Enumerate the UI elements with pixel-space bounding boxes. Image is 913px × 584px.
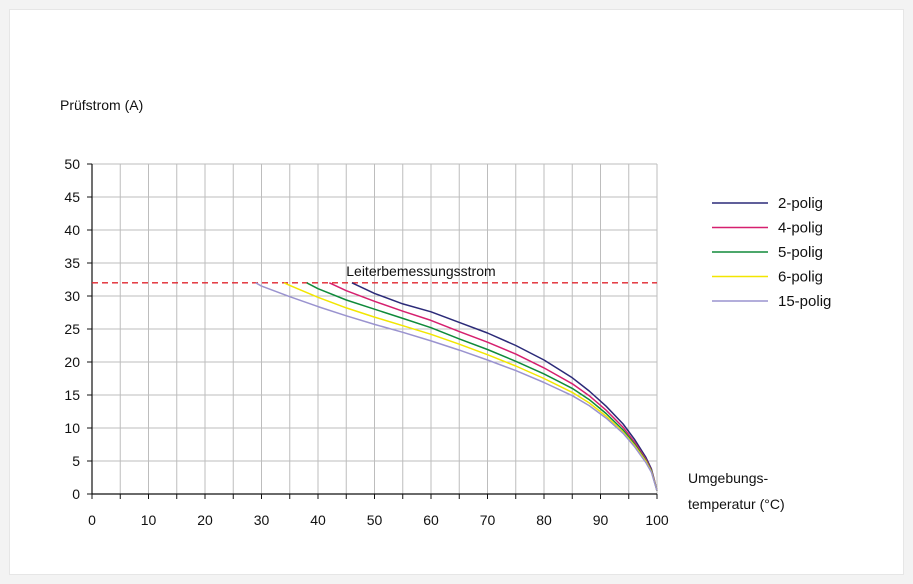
y-tick-label: 5 bbox=[72, 453, 80, 469]
grid bbox=[92, 163, 658, 494]
x-tick-label: 50 bbox=[367, 512, 383, 528]
y-tick-label: 15 bbox=[64, 387, 80, 403]
x-tick-label: 40 bbox=[310, 512, 326, 528]
y-tick-label: 40 bbox=[64, 222, 80, 238]
legend-label: 15-polig bbox=[778, 293, 831, 310]
series-line-15-polig bbox=[255, 282, 658, 491]
x-tick-label: 90 bbox=[593, 512, 609, 528]
x-tick-label: 80 bbox=[536, 512, 552, 528]
x-tick-label: 10 bbox=[141, 512, 157, 528]
legend: 2-polig 4-polig 5-polig 6-polig 15-polig bbox=[712, 195, 831, 310]
y-tick-label: 25 bbox=[64, 321, 80, 337]
x-tick-label: 30 bbox=[254, 512, 270, 528]
y-tick-label: 20 bbox=[64, 354, 80, 370]
x-tick-label: 100 bbox=[645, 512, 669, 528]
y-tick-label: 50 bbox=[64, 156, 80, 172]
legend-label: 2-polig bbox=[778, 195, 823, 212]
x-tick-label: 0 bbox=[88, 512, 96, 528]
series-line-6-polig bbox=[283, 282, 658, 491]
chart-card bbox=[9, 9, 904, 575]
legend-label: 5-polig bbox=[778, 244, 823, 261]
y-tick-label: 45 bbox=[64, 189, 80, 205]
tick-labels: 0 5 10 15 20 25 30 35 40 45 50 0 10 20 30 40 50 60 70 80 90 1… bbox=[64, 156, 668, 528]
series-line-2-polig bbox=[351, 282, 658, 491]
x-axis-label-line2: temperatur (°C) bbox=[688, 496, 785, 512]
series-group bbox=[255, 282, 658, 491]
series-line-4-polig bbox=[328, 282, 658, 491]
x-tick-label: 70 bbox=[480, 512, 496, 528]
y-tick-label: 35 bbox=[64, 255, 80, 271]
y-axis-label: Prüfstrom (A) bbox=[60, 97, 143, 113]
reference-line-label: Leiterbemessungsstrom bbox=[346, 263, 495, 279]
x-axis-label-line1: Umgebungs- bbox=[688, 470, 768, 486]
x-tick-label: 20 bbox=[197, 512, 213, 528]
x-tick-label: 60 bbox=[423, 512, 439, 528]
y-tick-label: 30 bbox=[64, 288, 80, 304]
y-tick-label: 10 bbox=[64, 420, 80, 436]
y-tick-label: 0 bbox=[72, 486, 80, 502]
axes bbox=[87, 163, 658, 499]
legend-label: 6-polig bbox=[778, 269, 823, 286]
series-line-5-polig bbox=[306, 282, 658, 491]
reference-line-group: Leiterbemessungsstrom bbox=[92, 263, 657, 284]
legend-label: 4-polig bbox=[778, 220, 823, 237]
